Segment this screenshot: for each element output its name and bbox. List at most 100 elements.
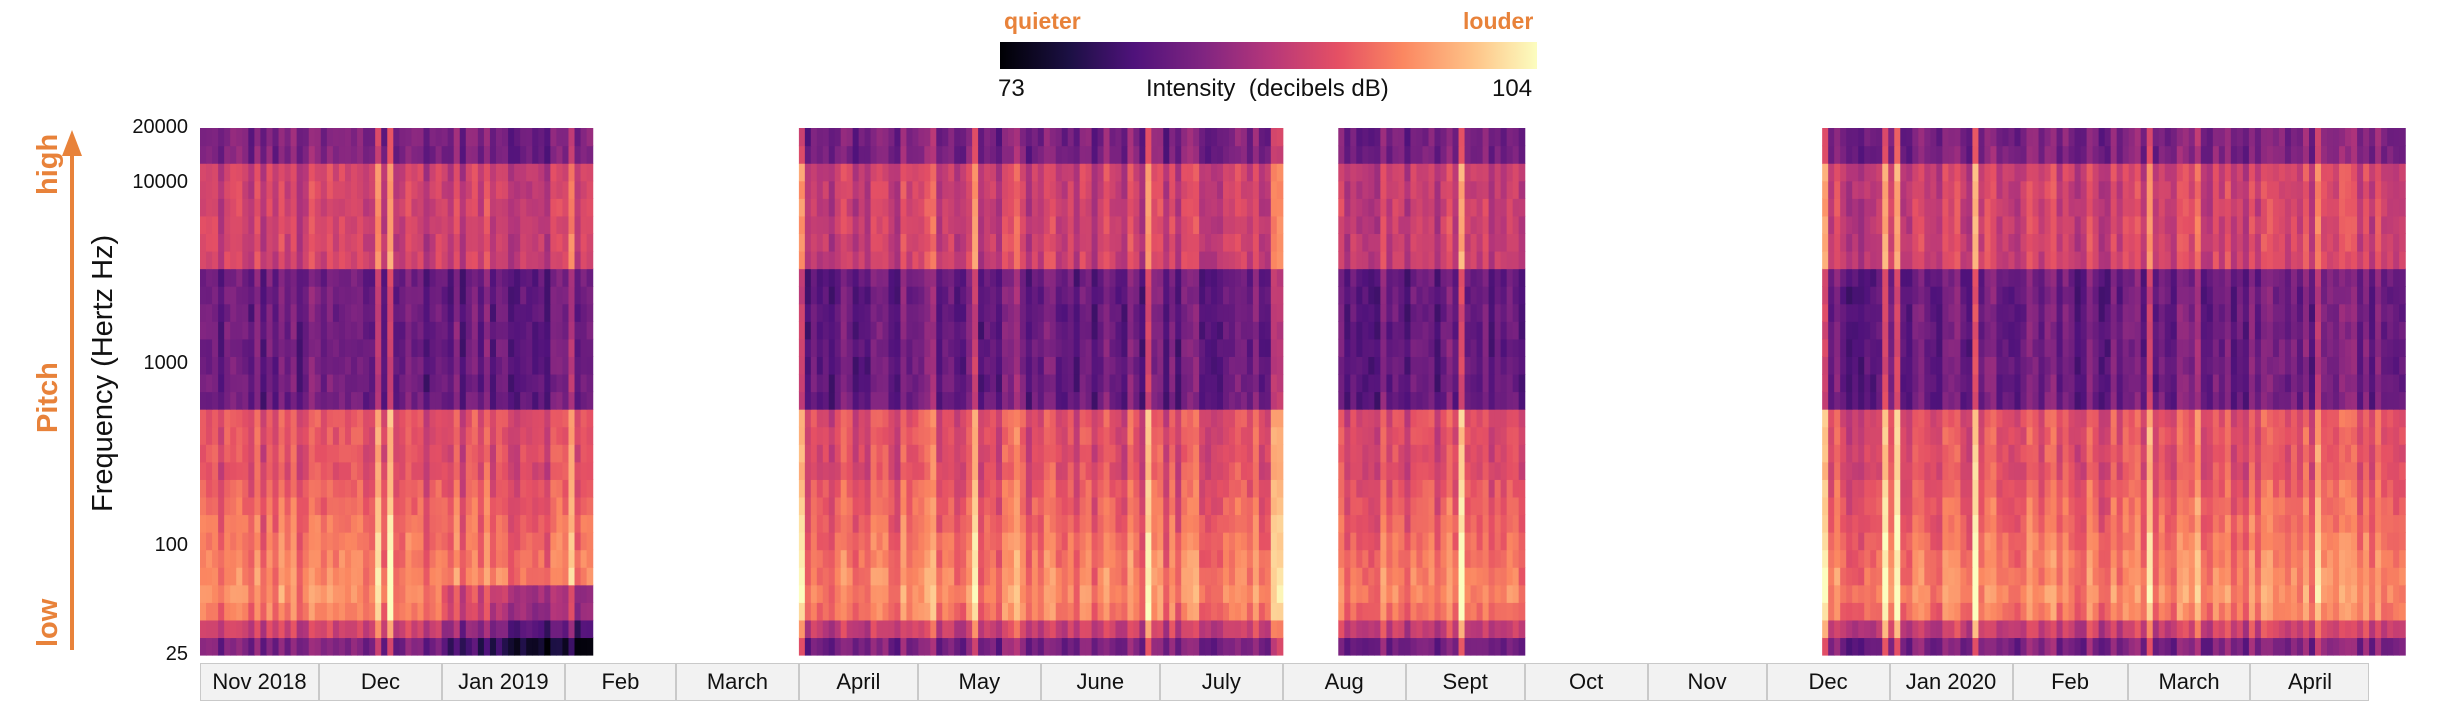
- heatmap-cell: [1031, 532, 1039, 551]
- heatmap-cell: [278, 268, 286, 287]
- heatmap-cell: [260, 479, 268, 498]
- heatmap-cell: [936, 163, 943, 182]
- heatmap-cell: [972, 268, 979, 287]
- heatmap-cell: [870, 180, 878, 199]
- heatmap-cell: [284, 514, 292, 533]
- heatmap-cell: [218, 303, 225, 322]
- heatmap-cell: [918, 532, 925, 551]
- heatmap-cell: [405, 268, 413, 287]
- heatmap-cell: [290, 268, 298, 287]
- heatmap-cell: [834, 286, 842, 305]
- heatmap-cell: [502, 373, 509, 393]
- heatmap-cell: [423, 637, 431, 656]
- heatmap-cell: [1482, 549, 1490, 568]
- heatmap-cell: [1234, 215, 1242, 234]
- heatmap-cell: [1494, 514, 1502, 533]
- heatmap-cell: [284, 286, 292, 305]
- heatmap-cell: [1145, 409, 1152, 428]
- heatmap-cell: [586, 233, 594, 252]
- heatmap-cell: [984, 584, 991, 603]
- heatmap-cell: [344, 145, 352, 164]
- heatmap-cell: [1228, 215, 1236, 234]
- heatmap-cell: [1151, 180, 1158, 199]
- heatmap-cell: [266, 180, 274, 199]
- heatmap-cell: [459, 233, 467, 252]
- heatmap-cell: [960, 163, 967, 182]
- heatmap-cell: [351, 145, 358, 164]
- heatmap-cell: [1428, 479, 1436, 498]
- heatmap-cell: [1258, 567, 1266, 586]
- heatmap-cell: [417, 602, 425, 621]
- heatmap-cell: [272, 338, 280, 357]
- heatmap-cell: [1223, 198, 1230, 217]
- heatmap-cell: [828, 321, 836, 340]
- heatmap-cell: [1264, 286, 1272, 305]
- heatmap-cell: [496, 286, 503, 305]
- heatmap-cell: [1276, 479, 1284, 498]
- heatmap-cell: [978, 198, 985, 217]
- heatmap-cell: [1097, 303, 1105, 322]
- heatmap-cell: [471, 444, 479, 463]
- heatmap-cell: [363, 426, 370, 445]
- heatmap-cell: [1464, 584, 1472, 603]
- heatmap-cell: [822, 584, 830, 603]
- heatmap-cell: [996, 532, 1003, 551]
- heatmap-cell: [1007, 567, 1015, 586]
- heatmap-cell: [278, 163, 286, 182]
- heatmap-cell: [483, 321, 491, 340]
- heatmap-cell: [1103, 619, 1111, 639]
- heatmap-cell: [1007, 532, 1015, 551]
- heatmap-cell: [1199, 461, 1206, 480]
- heatmap-cell: [1181, 321, 1188, 340]
- heatmap-cell: [477, 619, 485, 639]
- heatmap-cell: [1109, 461, 1117, 480]
- heatmap-cell: [556, 128, 564, 147]
- heatmap-cell: [1139, 532, 1146, 551]
- heatmap-cell: [1434, 532, 1442, 551]
- heatmap-cell: [804, 215, 812, 234]
- heatmap-cell: [308, 549, 316, 568]
- heatmap-cell: [1470, 514, 1478, 533]
- heatmap-cell: [1252, 496, 1260, 516]
- heatmap-cell: [477, 461, 485, 480]
- heatmap-cell: [326, 356, 334, 375]
- heatmap-cell: [894, 602, 902, 621]
- heatmap-cell: [996, 637, 1003, 656]
- heatmap-cell: [405, 180, 413, 199]
- heatmap-cell: [1073, 215, 1081, 234]
- heatmap-cell: [1270, 268, 1278, 287]
- heatmap-cell: [459, 496, 467, 516]
- heatmap-cell: [200, 163, 207, 182]
- heatmap-cell: [924, 391, 931, 410]
- heatmap-cell: [840, 426, 848, 445]
- heatmap-cell: [1422, 619, 1430, 639]
- heatmap-cell: [798, 602, 806, 621]
- heatmap-cell: [894, 303, 902, 322]
- heatmap-cell: [1258, 549, 1266, 568]
- heatmap-cell: [966, 180, 973, 199]
- heatmap-cell: [290, 637, 298, 656]
- heatmap-cell: [502, 637, 509, 656]
- heatmap-cell: [834, 321, 842, 340]
- heatmap-cell: [1175, 268, 1182, 287]
- heatmap-cell: [489, 619, 497, 639]
- heatmap-cell: [1228, 145, 1236, 164]
- heatmap-cell: [1139, 198, 1146, 217]
- heatmap-cell: [1091, 409, 1099, 428]
- heatmap-cell: [351, 198, 358, 217]
- heatmap-cell: [465, 128, 473, 147]
- heatmap-cell: [405, 426, 413, 445]
- heatmap-cell: [586, 496, 594, 516]
- heatmap-cell: [1133, 356, 1140, 375]
- heatmap-cell: [1356, 356, 1363, 375]
- heatmap-cell: [556, 391, 564, 410]
- heatmap-cell: [900, 461, 908, 480]
- heatmap-cell: [314, 567, 322, 586]
- heatmap-cell: [978, 479, 985, 498]
- heatmap-cell: [290, 356, 298, 375]
- heatmap-cell: [864, 163, 872, 182]
- heatmap-cell: [1019, 461, 1027, 480]
- heatmap-cell: [411, 549, 419, 568]
- heatmap-cell: [1067, 409, 1075, 428]
- heatmap-cell: [1019, 409, 1027, 428]
